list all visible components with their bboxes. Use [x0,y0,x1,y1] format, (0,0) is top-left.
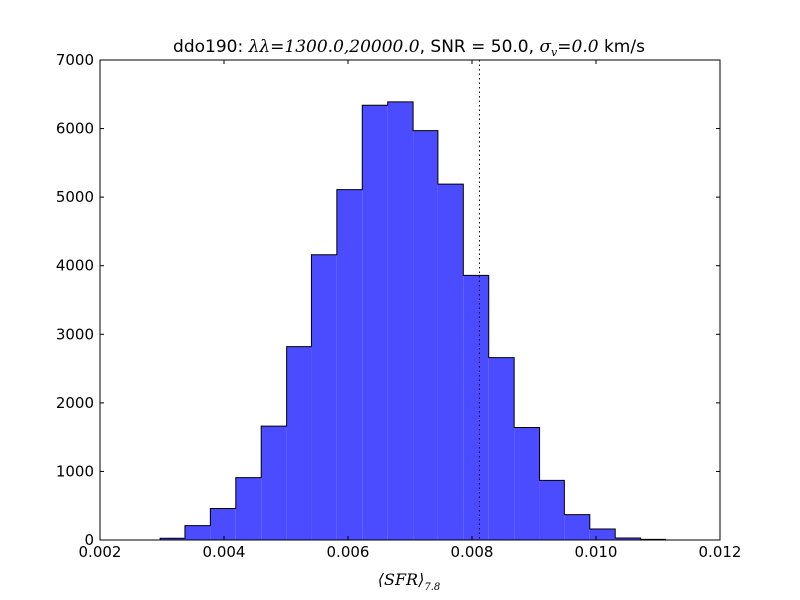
x-tick-label: 0.012 [699,543,742,561]
histogram-bar [387,101,414,540]
y-tick-label: 3000 [56,325,94,343]
histogram-bar [615,537,641,540]
x-tick-label: 0.010 [575,543,618,561]
histogram-bar [488,357,515,540]
histogram-bar [589,529,616,540]
histogram-bar [564,514,590,540]
x-tick-label: 0.008 [451,543,494,561]
histogram-bar [539,480,565,540]
histogram-bar [160,538,185,540]
histogram-bar [413,130,438,540]
plot-area-frame [99,59,721,541]
x-tick-label: 0.004 [203,543,246,561]
y-tick-label: 1000 [56,462,94,480]
histogram-bar [286,346,312,540]
y-tick-label: 6000 [56,120,94,138]
histogram-bar [437,184,464,540]
x-tick-label: 0.006 [327,543,370,561]
chart-title: ddo190: λλ=1300.0,20000.0, SNR = 50.0, σ… [173,37,645,59]
y-tick-label: 0 [84,531,94,549]
histogram-bar [514,427,540,540]
histogram-bar [235,477,262,540]
x-axis-label: ⟨SFR⟩7.8 [378,570,441,593]
histogram-bar [184,525,211,540]
y-tick-label: 2000 [56,394,94,412]
histogram-bar [210,508,236,540]
y-tick-label: 4000 [56,257,94,275]
histogram-bar [261,426,287,540]
histogram-bar [336,189,363,540]
y-tick-label: 5000 [56,188,94,206]
histogram-bar [362,105,388,540]
histogram-bar [311,254,337,540]
histogram-bar [463,275,489,540]
histogram-outline [159,101,666,540]
y-tick-label: 7000 [56,51,94,69]
histogram-bars [159,101,666,540]
axis-ticks: 0.002 0.004 0.006 0.008 0.010 0.012 0 1000 2000 3… [56,51,742,561]
x-tick-label: 0.002 [79,543,122,561]
